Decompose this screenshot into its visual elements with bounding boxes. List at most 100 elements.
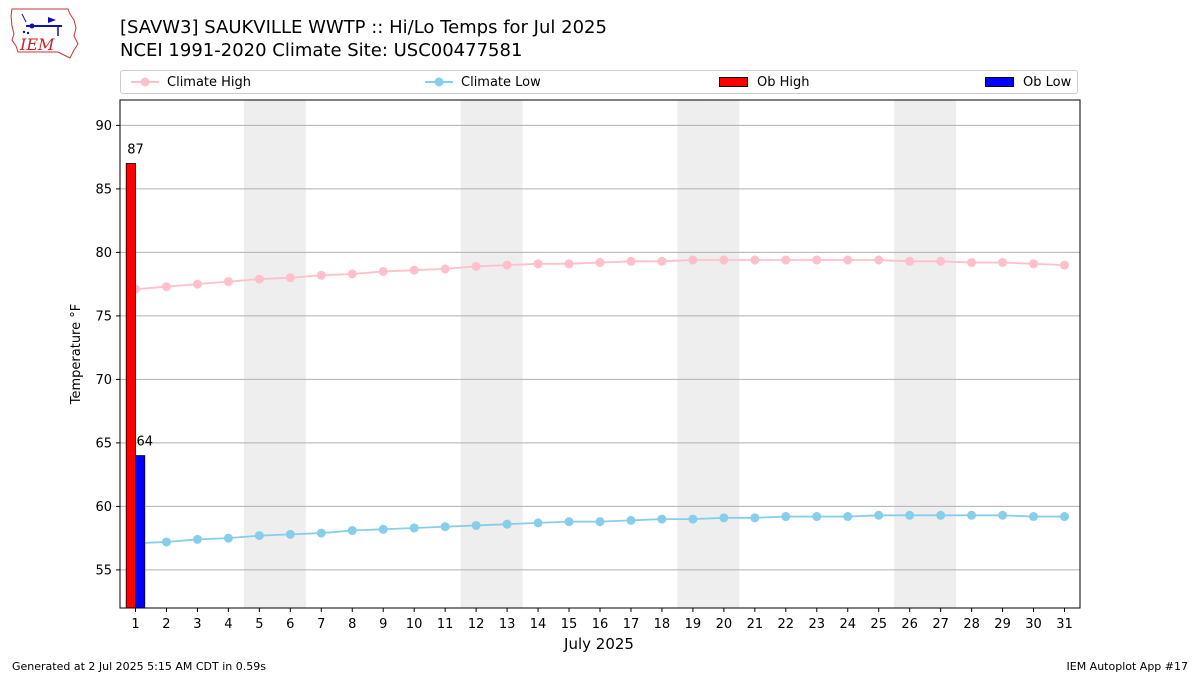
legend-label-climate-low: Climate Low <box>461 74 541 90</box>
chart-title: [SAVW3] SAUKVILLE WWTP :: Hi/Lo Temps fo… <box>120 17 607 38</box>
climate-low-point <box>998 510 1008 520</box>
climate-high-point <box>967 258 977 268</box>
y-tick-label: 65 <box>95 436 112 451</box>
climate-high-point <box>533 259 543 269</box>
climate-low-point <box>719 513 729 523</box>
y-tick-label: 70 <box>95 373 112 388</box>
y-tick-label: 90 <box>95 119 112 134</box>
climate-low-point <box>409 523 419 533</box>
climate-high-point <box>781 255 791 265</box>
climate-high-point <box>719 255 729 265</box>
x-tick-label: 23 <box>809 617 826 632</box>
x-tick-label: 25 <box>870 617 887 632</box>
climate-high-point <box>688 255 698 265</box>
weekend-band <box>677 100 740 608</box>
climate-low-point <box>688 514 698 524</box>
climate-low-point <box>750 513 760 523</box>
x-tick-label: 24 <box>839 617 856 632</box>
weekend-band <box>243 100 306 608</box>
climate-low-point <box>285 529 295 539</box>
legend-item-ob-low: Ob Low <box>985 71 1071 93</box>
climate-high-point <box>316 270 326 280</box>
plot-frame <box>119 99 1081 609</box>
y-tick-label: 55 <box>95 563 112 578</box>
climate-high-point <box>1060 260 1070 270</box>
climate-high-point <box>223 277 233 287</box>
x-tick-label: 26 <box>901 617 918 632</box>
x-tick-label: 13 <box>499 617 516 632</box>
iem-logo: IEM <box>10 8 79 59</box>
climate-low-point <box>812 512 822 522</box>
climate-high-point <box>843 255 853 265</box>
climate-high-point <box>626 256 636 266</box>
ob-bars: 87 64 <box>125 143 153 609</box>
climate-low-point <box>254 531 264 541</box>
y-tick-label: 75 <box>95 309 112 324</box>
climate-high-point <box>161 282 171 292</box>
climate-low-point <box>936 510 946 520</box>
climate-high-point <box>750 255 760 265</box>
climate-high-point <box>564 259 574 269</box>
x-tick-label: 8 <box>348 617 356 632</box>
climate-low-point <box>967 510 977 520</box>
legend-item-climate-high: Climate High <box>131 71 251 93</box>
legend: Climate High Climate Low Ob High Ob Low <box>120 70 1078 94</box>
climate-high-point <box>936 256 946 266</box>
climate-low-point <box>564 517 574 527</box>
climate-low-point <box>626 515 636 525</box>
ob-low-bar <box>135 455 146 609</box>
climate-high-point <box>874 255 884 265</box>
x-tick-label: 19 <box>685 617 702 632</box>
x-tick-label: 7 <box>317 617 325 632</box>
x-tick-label: 4 <box>224 617 232 632</box>
x-axis-label: July 2025 <box>563 635 634 653</box>
climate-low-point <box>1029 512 1039 522</box>
climate-low-point <box>905 510 915 520</box>
climate-low-point <box>316 528 326 538</box>
x-tick-label: 9 <box>379 617 387 632</box>
ob-high-label: 87 <box>127 143 144 158</box>
climate-low-point <box>440 522 450 532</box>
climate-high-point <box>905 256 915 266</box>
climate-high-point <box>440 264 450 274</box>
y-tick-label: 80 <box>95 246 112 261</box>
x-tick-label: 31 <box>1056 617 1073 632</box>
climate-low-point <box>781 512 791 522</box>
climate-low-point <box>502 519 512 529</box>
legend-label-climate-high: Climate High <box>167 74 252 90</box>
climate-low-point <box>1060 512 1070 522</box>
x-tick-label: 12 <box>468 617 485 632</box>
x-tick-label: 14 <box>530 617 547 632</box>
climate-high-point <box>254 274 264 284</box>
climate-low-point <box>378 524 388 534</box>
climate-low-point <box>874 510 884 520</box>
climate-low-point <box>843 512 853 522</box>
climate-low-point <box>192 534 202 544</box>
climate-high-point <box>471 261 481 271</box>
weekend-band <box>894 100 957 608</box>
x-tick-label: 20 <box>716 617 733 632</box>
climate-high-point <box>285 273 295 283</box>
climate-low-point <box>347 526 357 536</box>
x-tick-label: 28 <box>963 617 980 632</box>
climate-high-point <box>409 265 419 275</box>
y-axis-label: Temperature °F <box>69 304 84 405</box>
x-tick-label: 5 <box>255 617 263 632</box>
climate-low-point <box>595 517 605 527</box>
x-tick-label: 15 <box>561 617 578 632</box>
x-tick-label: 2 <box>162 617 170 632</box>
legend-label-ob-low: Ob Low <box>1023 74 1072 90</box>
x-tick-label: 11 <box>437 617 454 632</box>
x-tick-label: 3 <box>193 617 201 632</box>
x-tick-label: 6 <box>286 617 294 632</box>
legend-label-ob-high: Ob High <box>757 74 810 90</box>
chart-subtitle: NCEI 1991-2020 Climate Site: USC00477581 <box>120 40 523 61</box>
x-tick-label: 18 <box>654 617 671 632</box>
x-tick-label: 29 <box>994 617 1011 632</box>
generated-timestamp: Generated at 2 Jul 2025 5:15 AM CDT in 0… <box>12 660 266 673</box>
iem-logo-text: IEM <box>19 35 55 54</box>
y-tick-label: 60 <box>95 500 112 515</box>
climate-low-point <box>471 520 481 530</box>
